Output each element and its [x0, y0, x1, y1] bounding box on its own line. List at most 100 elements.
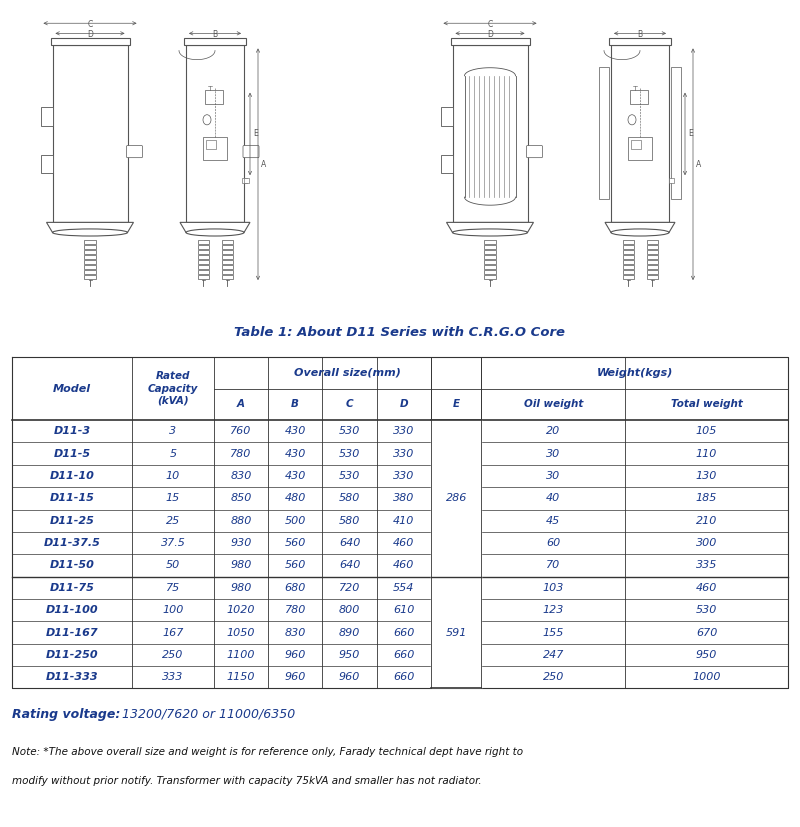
Bar — [222, 275, 233, 279]
Text: 430: 430 — [285, 426, 306, 437]
Text: 15: 15 — [166, 494, 180, 504]
Text: 530: 530 — [339, 471, 360, 481]
Text: 460: 460 — [696, 583, 718, 593]
Text: 950: 950 — [696, 650, 718, 660]
Text: 155: 155 — [542, 628, 564, 638]
Text: 800: 800 — [339, 605, 360, 615]
Text: 960: 960 — [339, 672, 360, 682]
Text: 890: 890 — [339, 628, 360, 638]
Text: 60: 60 — [546, 538, 561, 548]
Polygon shape — [46, 222, 134, 232]
Text: C: C — [87, 20, 93, 29]
Polygon shape — [180, 222, 250, 232]
Bar — [646, 250, 658, 254]
Bar — [646, 240, 658, 244]
Text: D11-333: D11-333 — [46, 672, 98, 682]
Text: 460: 460 — [393, 561, 414, 571]
Text: Overall size(mm): Overall size(mm) — [294, 368, 401, 378]
FancyBboxPatch shape — [526, 146, 542, 158]
Bar — [41, 155, 53, 174]
Text: 530: 530 — [339, 426, 360, 437]
Text: 530: 530 — [339, 448, 360, 459]
Bar — [198, 265, 209, 269]
Bar — [244, 178, 249, 184]
Text: 640: 640 — [339, 561, 360, 571]
Text: 40: 40 — [546, 494, 561, 504]
Polygon shape — [446, 222, 534, 232]
Text: D: D — [399, 399, 408, 409]
Bar — [198, 270, 209, 274]
Text: Weight(kgs): Weight(kgs) — [597, 368, 673, 378]
Text: D11-25: D11-25 — [50, 516, 94, 526]
Bar — [184, 38, 246, 45]
Text: 980: 980 — [230, 583, 251, 593]
Text: D11-10: D11-10 — [50, 471, 94, 481]
Bar — [622, 275, 634, 279]
Bar — [630, 89, 648, 104]
Bar — [441, 155, 453, 174]
Text: 25: 25 — [166, 516, 180, 526]
Text: 1000: 1000 — [692, 672, 721, 682]
Text: modify without prior notify. Transformer with capacity 75kVA and smaller has not: modify without prior notify. Transformer… — [12, 776, 482, 786]
Text: 950: 950 — [339, 650, 360, 660]
Text: 110: 110 — [696, 448, 718, 459]
Text: 410: 410 — [393, 516, 414, 526]
Text: 640: 640 — [339, 538, 360, 548]
Text: 660: 660 — [393, 628, 414, 638]
Text: 185: 185 — [696, 494, 718, 504]
Bar — [646, 270, 658, 274]
Text: Table 1: About D11 Series with C.R.G.O Core: Table 1: About D11 Series with C.R.G.O C… — [234, 326, 566, 338]
Text: Rating voltage:: Rating voltage: — [12, 708, 120, 721]
Text: 1150: 1150 — [226, 672, 255, 682]
Text: 50: 50 — [166, 561, 180, 571]
Polygon shape — [605, 222, 675, 232]
Bar — [609, 38, 671, 45]
Ellipse shape — [186, 229, 244, 236]
Bar — [484, 255, 496, 259]
Bar — [84, 265, 96, 269]
Bar — [622, 265, 634, 269]
Text: 580: 580 — [339, 494, 360, 504]
Text: B: B — [638, 31, 642, 40]
Bar — [198, 275, 209, 279]
Text: 250: 250 — [542, 672, 564, 682]
Bar — [222, 270, 233, 274]
Bar — [222, 240, 233, 244]
Bar — [631, 141, 641, 149]
Bar — [203, 137, 227, 160]
Bar — [453, 45, 527, 222]
Text: E: E — [453, 399, 460, 409]
Bar — [198, 255, 209, 259]
Text: 130: 130 — [696, 471, 718, 481]
Text: 1100: 1100 — [226, 650, 255, 660]
Bar — [671, 67, 681, 199]
Text: 960: 960 — [285, 650, 306, 660]
Bar — [484, 240, 496, 244]
Text: 20: 20 — [546, 426, 561, 437]
Text: 13200/7620 or 11000/6350: 13200/7620 or 11000/6350 — [122, 708, 295, 721]
Bar — [222, 255, 233, 259]
Text: 720: 720 — [339, 583, 360, 593]
Text: 500: 500 — [285, 516, 306, 526]
Text: 980: 980 — [230, 561, 251, 571]
Text: 554: 554 — [393, 583, 414, 593]
Text: D11-75: D11-75 — [50, 583, 94, 593]
Text: 330: 330 — [393, 471, 414, 481]
Bar — [84, 250, 96, 254]
Text: B: B — [291, 399, 299, 409]
Bar — [484, 260, 496, 264]
Bar — [222, 260, 233, 264]
Bar — [622, 255, 634, 259]
Text: 830: 830 — [230, 471, 251, 481]
Text: 333: 333 — [162, 672, 184, 682]
Text: 210: 210 — [696, 516, 718, 526]
Text: 560: 560 — [285, 561, 306, 571]
Bar — [484, 250, 496, 254]
Ellipse shape — [53, 229, 127, 236]
Text: 286: 286 — [446, 494, 467, 504]
Text: B: B — [213, 31, 218, 40]
Text: Note: *The above overall size and weight is for reference only, Farady technical: Note: *The above overall size and weight… — [12, 747, 523, 757]
Bar — [84, 260, 96, 264]
Bar — [622, 250, 634, 254]
Text: 300: 300 — [696, 538, 718, 548]
